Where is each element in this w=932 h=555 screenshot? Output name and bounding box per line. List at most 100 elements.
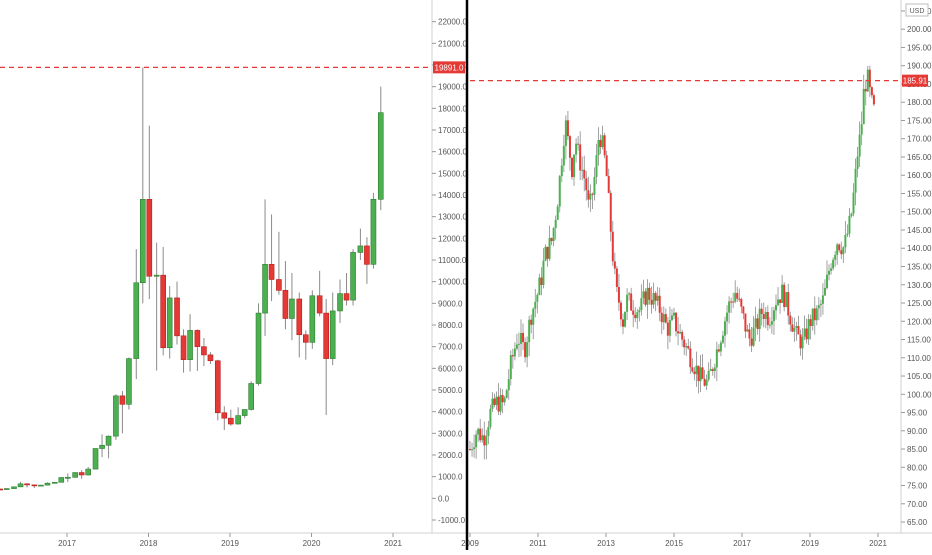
right-bar-body <box>656 295 659 301</box>
left-reference-label: 19891.0 <box>435 63 464 72</box>
right-bar-body <box>628 293 631 295</box>
right-bar-body <box>777 299 780 306</box>
right-bar-body <box>609 192 612 232</box>
left-candle-body <box>78 472 85 476</box>
left-y-tick-label: 17000.0 <box>438 126 467 135</box>
right-bar-body <box>558 176 561 207</box>
right-bar-body <box>568 136 571 158</box>
right-bar-body <box>840 250 843 255</box>
right-bar-body <box>528 319 531 343</box>
right-bar-body <box>517 343 520 345</box>
right-x-tick-label: 2021 <box>869 539 887 548</box>
right-bar-body <box>524 342 527 358</box>
right-bar-body <box>579 144 582 171</box>
right-bar-body <box>638 310 641 313</box>
right-y-tick-label: 145.00 <box>907 226 932 235</box>
right-bar-body <box>473 447 476 450</box>
right-bar-body <box>573 154 576 178</box>
right-bar-body <box>530 319 533 325</box>
right-bar-body <box>589 193 592 200</box>
left-chart-panel: -1000.0 0.0 1000.0 2000.0 3000.0 4000.0 5000.0… <box>0 0 467 548</box>
right-bar-body <box>469 449 471 451</box>
right-bar-body <box>489 408 492 428</box>
right-bar-body <box>534 301 537 309</box>
right-bar-body <box>485 436 488 446</box>
right-bar-body <box>632 310 635 315</box>
right-y-tick-label: 175.00 <box>907 116 932 125</box>
right-bar-body <box>548 238 551 259</box>
right-bar-body <box>483 435 486 446</box>
left-candle-body <box>146 199 153 277</box>
right-bar-body <box>844 234 847 248</box>
right-bar-body <box>564 120 567 146</box>
right-bar-body <box>662 314 665 323</box>
left-x-tick-label: 2021 <box>384 539 402 548</box>
right-bar-body <box>513 348 516 357</box>
right-bar-body <box>593 176 596 195</box>
right-bar-body <box>683 339 686 348</box>
left-y-tick-label: 11000.0 <box>438 256 467 265</box>
right-bar-body <box>560 165 563 177</box>
right-reference-badge <box>902 74 928 87</box>
left-candle-body <box>296 298 303 336</box>
right-bar-body <box>860 124 863 135</box>
right-bar-body <box>566 120 569 137</box>
right-bar-body <box>721 335 724 343</box>
left-y-tick-label: 0.0 <box>438 494 450 503</box>
right-bar-body <box>624 311 627 327</box>
left-candle-body <box>92 448 99 470</box>
left-candle-body <box>262 264 268 314</box>
right-bar-body <box>809 319 812 327</box>
left-candle-body <box>113 395 119 437</box>
left-candle-body <box>51 481 58 484</box>
left-y-tick-label: 8000.0 <box>438 321 463 330</box>
right-bar-body <box>826 274 828 288</box>
right-y-tick-label: 140.00 <box>907 244 932 253</box>
right-bar-body <box>793 327 796 332</box>
left-candle-body <box>276 279 282 291</box>
right-bar-body <box>697 365 700 382</box>
right-y-tick-label: 130.00 <box>907 281 932 290</box>
right-bar-body <box>693 371 696 375</box>
right-bar-body <box>791 324 794 332</box>
right-y-tick-label: 80.00 <box>907 463 928 472</box>
right-bar-body <box>830 268 833 271</box>
left-y-tick-label: 19000.0 <box>438 83 467 92</box>
right-y-tick-label: 100.00 <box>907 390 932 399</box>
right-bar-body <box>868 69 871 88</box>
right-bar-body <box>834 254 837 260</box>
right-bar-body <box>854 168 857 193</box>
left-candle-body <box>44 482 51 486</box>
right-bar-body <box>550 238 553 242</box>
right-bar-body <box>677 331 680 334</box>
right-bar-body <box>540 277 543 286</box>
right-bar-body <box>742 306 745 314</box>
right-y-tick-label: 200.00 <box>907 25 932 34</box>
right-bar-body <box>779 299 782 303</box>
left-x-tick-label: 2018 <box>140 539 158 548</box>
right-bar-body <box>699 367 702 382</box>
right-bar-body <box>785 292 788 307</box>
right-bar-body <box>803 328 806 337</box>
left-candle-body <box>337 293 343 312</box>
right-bar-body <box>673 312 675 316</box>
right-bar-body <box>526 342 529 358</box>
left-candle-body <box>72 472 78 478</box>
right-bar-body <box>595 155 598 177</box>
left-candle-body <box>180 335 187 360</box>
right-bar-body <box>734 292 737 302</box>
right-bar-body <box>846 233 849 235</box>
right-bar-body <box>475 434 478 448</box>
left-y-tick-label: 5000.0 <box>438 386 463 395</box>
right-bar-body <box>552 228 555 242</box>
right-bar-body <box>821 295 824 304</box>
left-y-tick-label: 2000.0 <box>438 451 463 460</box>
right-bar-body <box>607 176 610 193</box>
left-candle-body <box>214 360 221 414</box>
right-bar-body <box>703 378 706 386</box>
left-y-tick-label: 12000.0 <box>438 234 467 243</box>
right-y-tick-label: 115.00 <box>907 336 931 345</box>
right-bar-body <box>764 311 767 319</box>
right-bar-body <box>536 294 539 302</box>
